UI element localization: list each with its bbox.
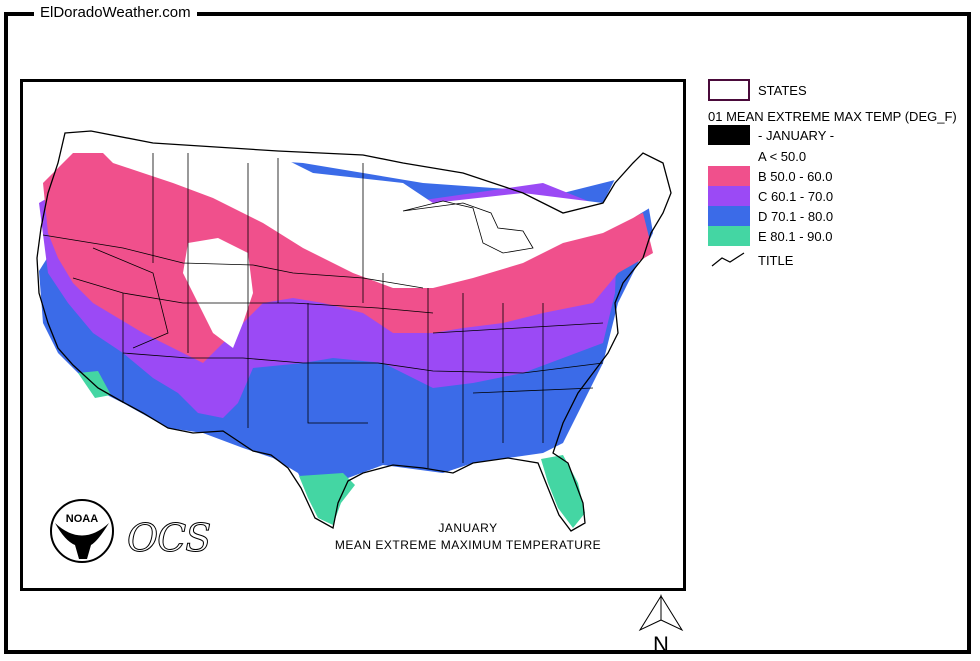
class-a-label: A < 50.0 [758, 148, 807, 164]
zone-a-region [93, 143, 663, 288]
class-c-swatch [708, 186, 750, 206]
great-lakes [402, 200, 534, 254]
legend-class-b: B 50.0 - 60.0 [708, 166, 832, 186]
class-e-swatch [708, 226, 750, 246]
outer-frame [4, 12, 971, 654]
legend-month-row: - JANUARY - [708, 125, 834, 145]
legend-class-c: C 60.1 - 70.0 [708, 186, 833, 206]
states-swatch [708, 79, 750, 101]
legend-class-a: A < 50.0 [708, 146, 806, 166]
north-label: N [653, 632, 669, 656]
zone-e-texas [299, 473, 355, 525]
legend-title-row: TITLE [708, 250, 793, 270]
class-a-swatch [708, 146, 750, 166]
class-b-swatch [708, 166, 750, 186]
title-line-icon [711, 252, 745, 267]
legend-title-label: TITLE [758, 252, 794, 268]
zone-a-rockies [183, 238, 253, 348]
legend-class-d: D 70.1 - 80.0 [708, 206, 833, 226]
legend-class-e: E 80.1 - 90.0 [708, 226, 832, 246]
map-frame: NOAA OCS JANUARY MEAN EXTREME MAXIMUM TE… [20, 79, 686, 591]
site-title[interactable]: ElDoradoWeather.com [34, 4, 197, 22]
map-caption-month: JANUARY [438, 521, 498, 535]
class-b-label: B 50.0 - 60.0 [758, 168, 833, 184]
legend-layer-title-text: 01 MEAN EXTREME MAX TEMP (DEG_F) [708, 108, 957, 124]
class-c-label: C 60.1 - 70.0 [758, 188, 834, 204]
noaa-logo: NOAA [50, 499, 114, 563]
noaa-logo-text: NOAA [66, 513, 98, 525]
class-d-swatch [708, 206, 750, 226]
us-outline [36, 130, 672, 532]
class-e-label: E 80.1 - 90.0 [758, 228, 833, 244]
legend-month-label: - JANUARY - [758, 127, 835, 143]
month-swatch [708, 125, 750, 145]
temperature-map: NOAA [36, 130, 672, 563]
ocs-logo-text: OCS [126, 516, 211, 561]
north-arrow-icon: N [638, 594, 684, 656]
class-d-label: D 70.1 - 80.0 [758, 208, 834, 224]
zone-e-florida [541, 455, 585, 528]
legend-states-row[interactable]: STATES [708, 79, 807, 101]
map-caption-title: MEAN EXTREME MAXIMUM TEMPERATURE [334, 538, 602, 552]
state-boundaries [42, 153, 604, 468]
legend-layer-title: 01 MEAN EXTREME MAX TEMP (DEG_F) [708, 106, 957, 126]
legend-states-label: STATES [758, 82, 807, 98]
